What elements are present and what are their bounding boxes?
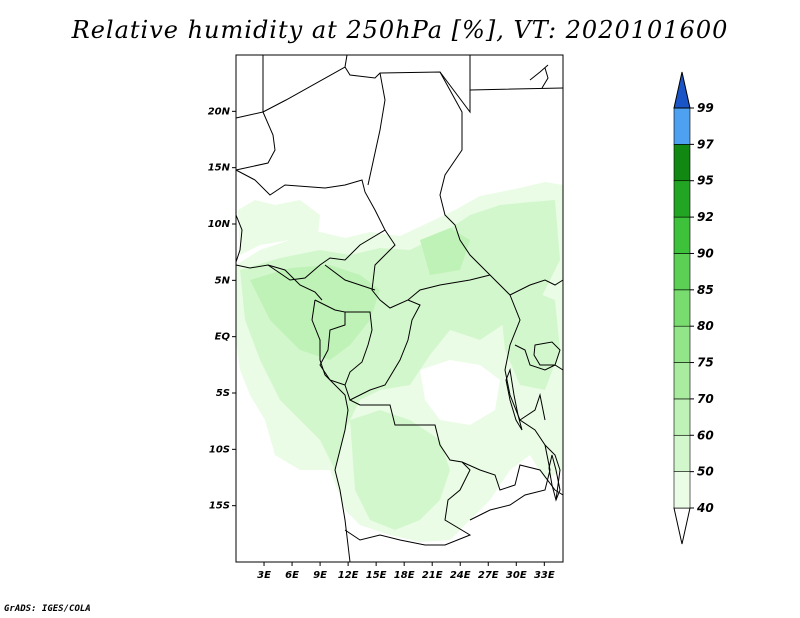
colorbar-label: 70 [697, 392, 714, 406]
lon-label: 30E [506, 570, 527, 581]
colorbar-label: 90 [697, 246, 714, 260]
colorbar-segment [673, 216, 691, 254]
coastline-west [235, 214, 351, 563]
colorbar-label: 40 [696, 501, 714, 515]
colorbar-segment [673, 144, 691, 182]
lon-label: 18E [394, 570, 415, 581]
colorbar-label: 60 [697, 428, 714, 442]
humidity-region-dry [420, 360, 500, 425]
lon-label: 12E [338, 570, 359, 581]
colorbar-segment [673, 107, 691, 145]
colorbar-upper-triangle [673, 71, 691, 109]
border-chad-sudan [367, 71, 564, 296]
country-borders [235, 54, 564, 563]
colorbar-segment [673, 398, 691, 436]
colorbar-label: 92 [697, 210, 714, 224]
colorbar-segment [673, 362, 691, 400]
lat-label: 10N [208, 219, 231, 230]
colorbar-segment [673, 434, 691, 472]
colorbar-label: 50 [697, 465, 714, 479]
lon-label: 6E [285, 570, 299, 581]
lon-label: 9E [313, 570, 327, 581]
colorbar-label: 80 [697, 319, 714, 333]
lake-victoria [533, 341, 561, 366]
colorbar-segment [673, 253, 691, 291]
lake-malawi [548, 454, 561, 502]
map-frame [235, 54, 564, 563]
colorbar-label: 99 [697, 101, 714, 115]
border-angola [344, 399, 472, 546]
lat-label: 15N [208, 163, 231, 174]
colorbar: 40 50 60 70 75 80 85 90 92 95 97 99 [673, 71, 714, 545]
border-gabon-cameroon [314, 264, 376, 386]
colorbar-label: 75 [697, 356, 714, 370]
latitude-axis: 20N 15N 10N 5N EQ 5S 10S 15S [208, 106, 236, 512]
border-zambia [461, 461, 564, 496]
grads-credit: GrADS: IGES/COLA [4, 604, 91, 614]
colorbar-segment [673, 180, 691, 218]
humidity-region-dark-2 [420, 228, 470, 275]
lon-label: 27E [478, 570, 499, 581]
lat-label: 5S [216, 388, 230, 399]
lon-label: 21E [422, 570, 443, 581]
lat-label: 10S [209, 444, 230, 455]
lat-label: 20N [208, 106, 231, 117]
border-great-lakes [514, 344, 564, 501]
lon-label: 24E [450, 570, 471, 581]
humidity-region-dark [250, 265, 380, 360]
colorbar-label: 85 [697, 283, 714, 297]
humidity-shading [236, 182, 563, 542]
chart-title: Relative humidity at 250hPa [%], VT: 202… [71, 16, 729, 44]
lon-label: 15E [366, 570, 387, 581]
colorbar-lower-triangle [673, 507, 691, 545]
longitude-axis: 3E 6E 9E 12E 15E 18E 21E 24E 27E 30E 33E [257, 562, 555, 581]
lat-label: 15S [209, 501, 230, 512]
colorbar-label: 97 [697, 137, 714, 151]
colorbar-segment [673, 471, 691, 509]
colorbar-segment [673, 289, 691, 327]
border-car [371, 229, 491, 309]
lake-tanganyika [505, 368, 523, 431]
humidity-region-north [238, 200, 320, 255]
border-drc-east [469, 294, 551, 521]
lon-label: 3E [257, 570, 271, 581]
border-sahara-north [235, 54, 564, 171]
humidity-region-south [350, 410, 450, 530]
colorbar-label: 95 [697, 174, 714, 188]
lat-label: EQ [215, 332, 231, 343]
colorbar-segment [673, 325, 691, 363]
lat-label: 5N [215, 275, 231, 286]
lon-label: 33E [534, 570, 555, 581]
red-sea-coast [529, 64, 549, 89]
